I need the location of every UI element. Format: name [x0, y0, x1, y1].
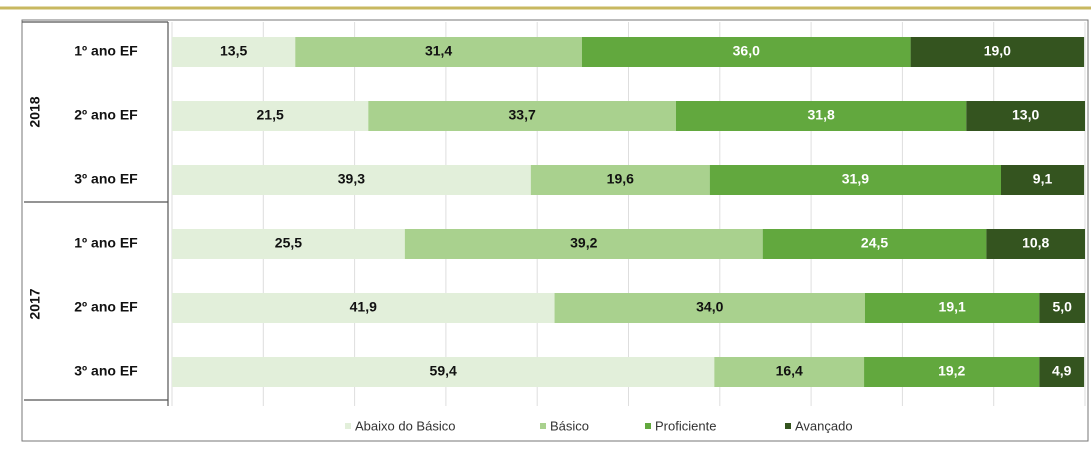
bar-segment	[172, 357, 715, 387]
bar-segment	[709, 165, 1002, 195]
value-label: 25,5	[275, 235, 302, 251]
legend-swatch	[345, 423, 351, 429]
value-label: 31,4	[425, 43, 452, 59]
legend-label: Básico	[550, 418, 589, 433]
bar-segment	[675, 101, 967, 131]
category-label: 2º ano EF	[74, 107, 138, 123]
group-label: 2018	[27, 96, 43, 127]
value-label: 19,6	[607, 171, 634, 187]
legend-swatch	[540, 423, 546, 429]
value-label: 16,4	[776, 363, 803, 379]
category-label: 1º ano EF	[74, 235, 138, 251]
value-label: 9,1	[1033, 171, 1053, 187]
bar-segment	[714, 357, 865, 387]
bar-segment	[295, 37, 582, 67]
grid	[171, 22, 1086, 406]
value-label: 13,5	[220, 43, 247, 59]
value-label: 10,8	[1022, 235, 1049, 251]
value-label: 4,9	[1052, 363, 1072, 379]
value-label: 36,0	[733, 43, 760, 59]
legend-swatch	[785, 423, 791, 429]
bar-segment	[1039, 293, 1085, 323]
category-labels: 2018 1º ano EF 2º ano EF 3º ano EF 2017 1º an…	[22, 21, 169, 406]
value-label: 21,5	[257, 107, 284, 123]
value-label: 5,0	[1052, 299, 1072, 315]
value-label: 59,4	[430, 363, 457, 379]
legend-label: Avançado	[795, 418, 853, 433]
value-label: 39,3	[338, 171, 365, 187]
bar-segment	[1001, 165, 1085, 195]
bar-segment	[554, 293, 865, 323]
legend: Abaixo do Básico Básico Proficiente Avançad…	[345, 418, 853, 433]
value-label: 39,2	[570, 235, 597, 251]
value-label: 24,5	[861, 235, 888, 251]
bar-segment	[172, 37, 296, 67]
value-label: 31,9	[842, 171, 869, 187]
bar-segment	[762, 229, 987, 259]
value-label: 31,8	[808, 107, 835, 123]
value-label: 33,7	[509, 107, 536, 123]
category-label: 2º ano EF	[74, 299, 138, 315]
bar-segment	[404, 229, 763, 259]
bar-segment	[172, 101, 369, 131]
bar-segment	[368, 101, 676, 131]
bar-segment	[864, 357, 1040, 387]
value-label: 19,2	[938, 363, 965, 379]
bar-segment	[581, 37, 911, 67]
bars: 13,5 31,4 36,0 19,0 21,5 33,7 31,8 13,0 39,3 19,6…	[172, 37, 1085, 387]
legend-swatch	[645, 423, 651, 429]
value-label: 19,0	[984, 43, 1011, 59]
category-label: 3º ano EF	[74, 171, 138, 187]
frame	[21, 19, 1089, 442]
legend-label: Proficiente	[655, 418, 716, 433]
value-label: 41,9	[350, 299, 377, 315]
bar-segment	[530, 165, 710, 195]
value-label: 34,0	[696, 299, 723, 315]
value-label: 19,1	[939, 299, 966, 315]
bar-segment	[986, 229, 1085, 259]
category-label: 3º ano EF	[74, 363, 138, 379]
value-label: 13,0	[1012, 107, 1039, 123]
bar-segment	[966, 101, 1085, 131]
bar-segment	[910, 37, 1085, 67]
bar-segment	[172, 229, 405, 259]
bar-segment	[172, 293, 555, 323]
bar-segment	[172, 165, 531, 195]
bar-segment	[864, 293, 1040, 323]
group-label: 2017	[27, 288, 43, 319]
category-label: 1º ano EF	[74, 43, 138, 59]
legend-label: Abaixo do Básico	[355, 418, 455, 433]
bar-segment	[1039, 357, 1085, 387]
